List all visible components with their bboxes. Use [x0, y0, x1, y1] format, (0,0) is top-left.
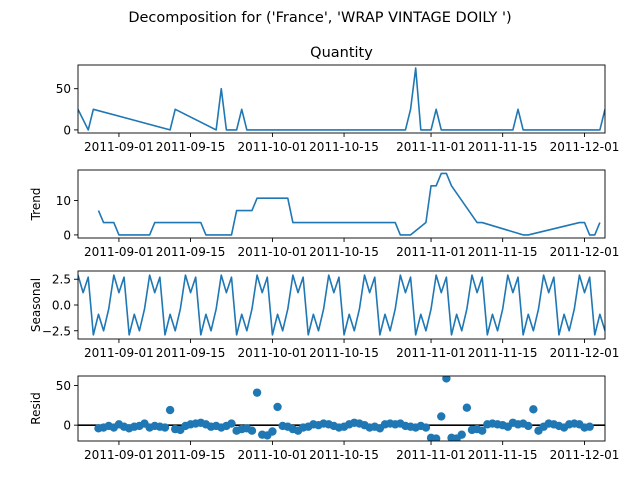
plot-area: [78, 376, 605, 441]
panel-title: Quantity: [310, 45, 373, 61]
data-point: [462, 403, 472, 412]
data-point: [431, 434, 441, 441]
plot-area: [78, 67, 605, 131]
plot-area: [78, 274, 605, 336]
x-tick-label: 2011-10-15: [309, 140, 379, 154]
x-tick-label: 2011-11-01: [396, 346, 466, 360]
x-tick-label: 2011-11-15: [468, 448, 538, 462]
x-tick-label: 2011-11-15: [468, 245, 538, 259]
y-tick-label: −2.5: [42, 324, 71, 338]
y-tick-label: 10: [56, 194, 71, 208]
y-tick-label: 2.5: [52, 273, 71, 287]
x-tick-label: 2011-10-01: [238, 346, 308, 360]
x-tick-label: 2011-09-15: [156, 245, 226, 259]
series-line: [97, 172, 601, 236]
x-tick-label: 2011-09-15: [156, 140, 226, 154]
y-tick-label: 0: [63, 228, 71, 242]
y-tick-label: 50: [56, 379, 71, 393]
x-tick-label: 2011-09-15: [156, 448, 226, 462]
x-tick-label: 2011-09-01: [84, 346, 154, 360]
series-line: [78, 67, 605, 131]
x-tick-label: 2011-11-15: [468, 346, 538, 360]
data-point: [585, 422, 594, 431]
figure-suptitle: Decomposition for ('France', 'WRAP VINTA…: [128, 10, 511, 26]
data-point: [273, 402, 282, 412]
data-point: [160, 423, 170, 432]
data-point: [247, 426, 257, 435]
data-point: [529, 405, 538, 414]
x-tick-label: 2011-09-01: [84, 140, 154, 154]
x-tick-label: 2011-10-15: [309, 346, 379, 360]
y-tick-label: 0: [63, 419, 71, 433]
x-tick-label: 2011-12-01: [550, 346, 620, 360]
x-tick-label: 2011-12-01: [550, 140, 620, 154]
data-point: [437, 412, 446, 421]
data-point: [165, 405, 175, 415]
axes-frame: [77, 64, 606, 134]
series-line: [78, 274, 605, 336]
panel-3: Seasonal 2.5 0.0 −2.5 2011-09-01 2011-09-15 20…: [29, 270, 620, 360]
data-point: [478, 426, 487, 435]
axes-frame: [77, 169, 606, 239]
data-point: [457, 430, 466, 439]
x-tick-label: 2011-10-01: [238, 448, 308, 462]
x-tick-label: 2011-12-01: [550, 245, 620, 259]
data-point: [421, 423, 431, 432]
x-tick-label: 2011-11-15: [468, 140, 538, 154]
y-tick-label: 0.0: [52, 299, 71, 313]
x-tick-label: 2011-10-01: [238, 245, 308, 259]
data-point: [227, 419, 236, 428]
x-tick-label: 2011-10-15: [309, 245, 379, 259]
y-tick-label: 50: [56, 82, 71, 96]
x-tick-label: 2011-12-01: [550, 448, 620, 462]
x-tick-label: 2011-11-01: [396, 140, 466, 154]
x-tick-label: 2011-09-01: [84, 448, 154, 462]
data-point: [252, 388, 262, 397]
axes-frame: [77, 375, 606, 442]
x-tick-label: 2011-10-15: [309, 448, 379, 462]
x-tick-label: 2011-09-15: [156, 346, 226, 360]
y-tick-label: 0: [63, 123, 71, 137]
data-point: [268, 427, 277, 436]
x-tick-label: 2011-09-01: [84, 245, 154, 259]
x-tick-label: 2011-11-01: [396, 448, 466, 462]
data-point: [524, 421, 533, 431]
plot-area: [97, 172, 601, 236]
y-axis-label: Trend: [29, 188, 43, 222]
x-tick-label: 2011-10-01: [238, 140, 308, 154]
y-axis-label: Seasonal: [29, 278, 43, 332]
panel-1: Quantity 0 50 2011-09-01 2011-09-15 2011-10-0…: [56, 45, 620, 154]
x-tick-label: 2011-11-01: [396, 245, 466, 259]
y-axis-label: Resid: [29, 392, 43, 424]
data-point: [442, 376, 451, 383]
